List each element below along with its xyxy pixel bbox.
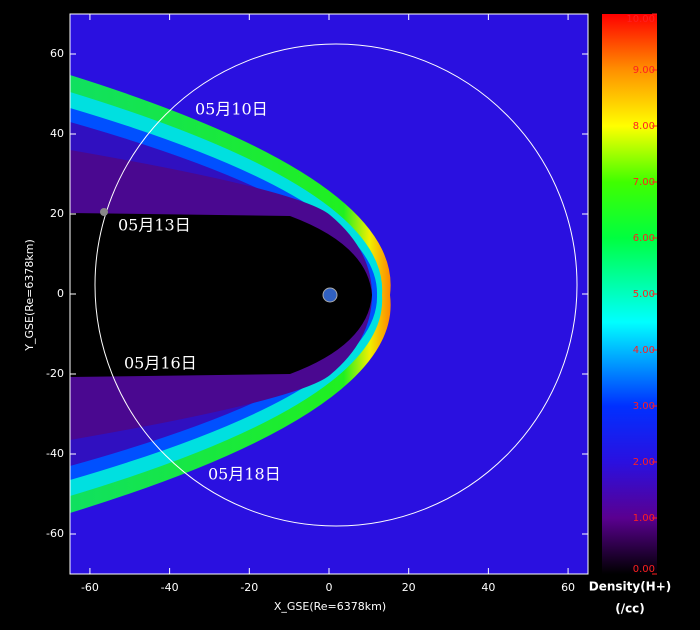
colorbar-tick-label: 4.00 <box>633 345 655 356</box>
y-tick-label: 20 <box>50 207 64 220</box>
colorbar-tick-label: 3.00 <box>633 401 655 412</box>
annotation: 05月10日 <box>195 100 268 119</box>
x-tick-label: -60 <box>81 581 99 594</box>
y-tick-label: 60 <box>50 47 64 60</box>
annotation: 05月16日 <box>124 354 197 373</box>
colorbar-tick-label: 6.00 <box>633 233 655 244</box>
magnetosheath <box>70 75 391 513</box>
x-tick-label: -20 <box>240 581 258 594</box>
colorbar-tick-label: 9.00 <box>633 65 655 76</box>
colorbar-tick-label: 1.00 <box>633 513 655 524</box>
x-tick-label: 60 <box>561 581 575 594</box>
y-tick-label: -60 <box>46 527 64 540</box>
spacecraft <box>100 208 108 216</box>
earth <box>322 287 338 303</box>
x-tick-label: 20 <box>402 581 416 594</box>
x-tick-label: 40 <box>481 581 495 594</box>
y-axis-label: Y_GSE(Re=6378km) <box>23 239 36 351</box>
annotation: 05月13日 <box>118 216 191 235</box>
y-tick-label: 40 <box>50 127 64 140</box>
x-axis-label: X_GSE(Re=6378km) <box>274 600 386 613</box>
colorbar-tick-label: 2.00 <box>633 457 655 468</box>
colorbar-tick-label: 5.00 <box>633 289 655 300</box>
colorbar-tick-label: 10.00 <box>626 14 655 25</box>
y-tick-label: -20 <box>46 367 64 380</box>
colorbar-tick-label: 7.00 <box>633 177 655 188</box>
y-tick-label: 0 <box>57 287 64 300</box>
y-tick-label: -40 <box>46 447 64 460</box>
colorbar-tick-label: 0.00 <box>633 564 655 575</box>
annotation: 05月18日 <box>208 465 281 484</box>
colorbar-label: Density(H+) <box>589 580 672 594</box>
colorbar-tick-label: 8.00 <box>633 121 655 132</box>
x-tick-label: 0 <box>326 581 333 594</box>
colorbar <box>602 14 657 574</box>
orbit <box>94 43 578 527</box>
colorbar-unit: (/cc) <box>615 602 645 616</box>
x-tick-label: -40 <box>161 581 179 594</box>
